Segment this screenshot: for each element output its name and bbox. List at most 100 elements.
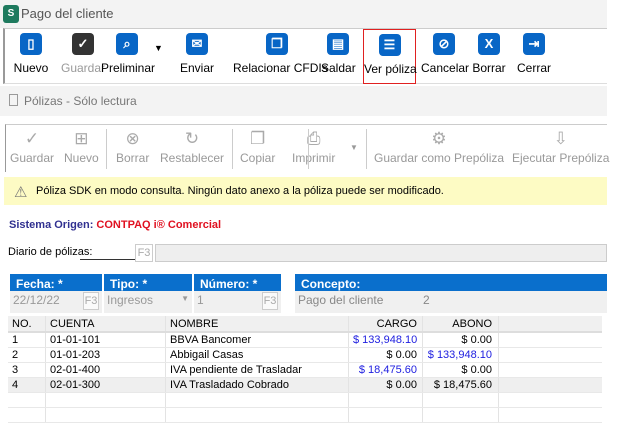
col-cuenta[interactable]: CUENTA: [46, 316, 166, 331]
concepto-field[interactable]: Pago del cliente 2: [295, 291, 607, 313]
button-label: Ejecutar Prepóliza: [512, 151, 610, 165]
concepto-extra: 2: [423, 293, 430, 307]
cell-cuenta: 01-01-101: [46, 333, 166, 347]
table-row[interactable]: 3 02-01-400 IVA pendiente de Trasladar $ 18…: [8, 363, 602, 378]
main-toolbar: ▯ Nuevo ✓ Guardar ⌕ Preliminar ▼ ✉ Enviar ❐ Relaci…: [3, 28, 607, 84]
cell-no: 4: [8, 378, 46, 392]
cell-abono: $ 0.00: [423, 333, 499, 347]
import-icon: ⇩: [553, 129, 568, 148]
button-label: Copiar: [240, 151, 276, 165]
button-label: Imprimir: [292, 151, 336, 165]
button-label: Cerrar: [516, 61, 551, 75]
new-document-icon: ▯: [20, 33, 42, 55]
cell-cargo: $ 18,475.60: [349, 363, 423, 377]
cell-abono: $ 133,948.10: [423, 348, 499, 362]
col-abono[interactable]: ABONO: [423, 316, 499, 331]
preview-icon: ⌕: [116, 33, 138, 55]
reset-icon: ↻: [184, 129, 200, 148]
cell-abono: $ 0.00: [423, 363, 499, 377]
banner-text: Póliza SDK en modo consulta. Ningún dato…: [36, 185, 444, 197]
new-file-icon: ⊞: [74, 129, 89, 148]
button-label: Guardar: [10, 151, 55, 165]
numero-f3-button[interactable]: F3: [262, 292, 278, 310]
table-row[interactable]: 1 01-01-101 BBVA Bancomer $ 133,948.10 $ 0.0…: [8, 333, 602, 348]
title-bar: S Pago del cliente: [0, 0, 607, 28]
diario-f3-button[interactable]: F3: [135, 244, 153, 262]
guardar-como-prepóliza-button[interactable]: ⚙ Guardar como Prepóliza: [374, 129, 504, 165]
cancelar-button[interactable]: ⊘ Cancelar: [421, 29, 470, 84]
list-document-icon: ☰: [378, 34, 401, 56]
button-label: Cancelar: [421, 61, 470, 75]
button-label: Relacionar CFDIs: [233, 61, 328, 75]
cell-nombre: IVA Trasladado Cobrado: [166, 378, 349, 392]
button-label: Saldar: [321, 61, 356, 75]
gear-document-icon: ⚙: [431, 129, 447, 148]
polizas-title: Pólizas - Sólo lectura: [24, 94, 137, 108]
delete-icon: ⊗: [125, 129, 140, 148]
toolbar-separator: [106, 129, 107, 169]
copiar-button[interactable]: ❐ Copiar: [240, 129, 275, 165]
cerrar-button[interactable]: ⇥ Cerrar: [515, 29, 553, 84]
table-row[interactable]: 2 01-01-203 Abbigail Casas $ 0.00 $ 133,948.…: [8, 348, 602, 363]
imprimir-button[interactable]: ⎙ Imprimir: [292, 129, 335, 165]
toolbar-separator: [366, 129, 367, 169]
origin-value: CONTPAQ i® Comercial: [96, 219, 222, 231]
document-icon: [9, 94, 18, 106]
relacionar-cfdis-button[interactable]: ❐ Relacionar CFDIs: [233, 29, 328, 84]
diario-label: Diario de pólizas:: [8, 246, 93, 258]
copy-icon: ❐: [250, 129, 266, 148]
tipo-value: Ingresos: [107, 293, 154, 307]
fecha-label: Fecha: *: [10, 274, 102, 291]
polizas-toolbar: ✓ Guardar ⊞ Nuevo ⊗ Borrar ↻ Restablecer ❐ Copiar…: [5, 124, 609, 172]
cancel-icon: ⊘: [433, 33, 455, 55]
diario-name-field: [155, 244, 607, 262]
origin-label: Sistema Origen:: [9, 219, 94, 231]
button-label: Nuevo: [64, 151, 99, 165]
fecha-field[interactable]: 22/12/22: [10, 291, 102, 313]
col-cargo[interactable]: CARGO: [349, 316, 423, 331]
cell-cargo: $ 0.00: [349, 378, 423, 392]
nuevo-button[interactable]: ▯ Nuevo: [11, 29, 51, 84]
ver-póliza-button[interactable]: ☰ Ver póliza: [363, 29, 417, 84]
diario-input[interactable]: [80, 259, 135, 260]
col-no[interactable]: NO.: [8, 316, 46, 331]
ejecutar-prepóliza-button[interactable]: ⇩ Ejecutar Prepóliza: [512, 129, 609, 165]
cell-cargo: $ 133,948.10: [349, 333, 423, 347]
cell-nombre: Abbigail Casas: [166, 348, 349, 362]
tipo-label: Tipo: *: [104, 274, 192, 291]
warning-icon: ⚠: [14, 184, 28, 201]
saldar-button[interactable]: ▤ Saldar: [321, 29, 356, 84]
window-title: Pago del cliente: [21, 6, 114, 21]
cell-nombre: IVA pendiente de Trasladar: [166, 363, 349, 377]
enviar-button[interactable]: ✉ Enviar: [177, 29, 217, 84]
restablecer-button[interactable]: ↻ Restablecer: [160, 129, 224, 165]
numero-label: Número: *: [194, 274, 281, 291]
nuevo-button[interactable]: ⊞ Nuevo: [64, 129, 99, 165]
copy-documents-icon: ❐: [266, 33, 288, 55]
cell-cuenta: 01-01-203: [46, 348, 166, 362]
guardar-button[interactable]: ✓ Guardar: [61, 29, 105, 84]
empty-row: [8, 393, 602, 408]
delete-x-icon: X: [478, 33, 500, 55]
table-row[interactable]: 4 02-01-300 IVA Trasladado Cobrado $ 0.00 $ …: [8, 378, 602, 393]
borrar-button[interactable]: X Borrar: [471, 29, 507, 84]
col-nombre[interactable]: NOMBRE: [166, 316, 349, 331]
imprimir-dropdown-icon[interactable]: ▼: [350, 143, 358, 152]
checkmark-icon: ✓: [72, 33, 94, 55]
numero-field[interactable]: 1: [194, 291, 281, 313]
cell-abono: $ 18,475.60: [423, 378, 499, 392]
button-label: Nuevo: [13, 61, 49, 75]
exit-door-icon: ⇥: [523, 33, 545, 55]
cell-nombre: BBVA Bancomer: [166, 333, 349, 347]
borrar-button[interactable]: ⊗ Borrar: [116, 129, 149, 165]
cell-no: 2: [8, 348, 46, 362]
polizas-table: NO. CUENTA NOMBRE CARGO ABONO 1 01-01-101…: [8, 316, 602, 423]
preliminar-dropdown-icon[interactable]: ▼: [154, 43, 163, 53]
app-icon: S: [3, 5, 19, 23]
preliminar-button[interactable]: ⌕ Preliminar: [101, 29, 155, 84]
send-mail-icon: ✉: [186, 33, 208, 55]
fecha-f3-button[interactable]: F3: [83, 292, 99, 310]
guardar-button[interactable]: ✓ Guardar: [10, 129, 54, 165]
tipo-select[interactable]: Ingresos ▼: [104, 291, 192, 313]
printer-icon: ⎙: [306, 129, 321, 148]
